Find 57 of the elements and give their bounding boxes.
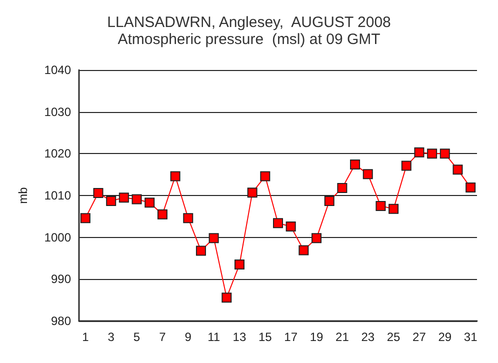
point [196,246,206,256]
point [118,192,129,203]
y-tick-label: 1010 [44,188,72,202]
x-tick-label: 29 [438,330,452,344]
point [298,245,309,256]
point [144,198,155,208]
point [157,209,168,220]
y-tick-label: 1030 [44,104,72,119]
point [401,160,412,171]
point [106,196,116,206]
y-tick-label: 980 [50,314,72,328]
point [132,194,142,204]
point [93,188,104,198]
x-tick-label: 25 [386,330,401,344]
x-tick-label: 21 [336,330,350,344]
point [222,292,232,303]
x-tick-label: 13 [232,330,246,344]
point [170,171,180,182]
point [286,221,296,232]
point [362,169,373,180]
point [208,233,219,244]
point [324,196,334,206]
chart-title: LLANSADWRN, Anglesey, AUGUST 2008 [107,14,391,31]
point [260,171,270,182]
x-tick-label: 23 [361,330,375,344]
point [247,188,258,198]
point [414,147,424,158]
x-tick-label: 1 [82,330,90,344]
point [80,213,90,224]
point [452,164,463,175]
x-tick-label: 9 [184,330,192,344]
point [337,182,348,193]
x-tick-label: 15 [258,330,272,344]
x-tick-label: 17 [284,330,298,344]
point [440,148,450,159]
y-tick-label: 1040 [44,63,72,77]
point [427,148,438,159]
x-tick-label: 7 [159,330,166,344]
point [376,200,386,211]
x-tick-label: 5 [133,330,140,344]
point [388,204,399,214]
point [466,182,476,193]
point [312,233,322,244]
y-tick-label: 990 [50,272,72,286]
x-tick-label: 31 [464,330,478,344]
y-tick-label: 1000 [44,230,72,244]
point [183,213,194,224]
x-tick-label: 3 [108,330,115,344]
x-tick-label: 27 [412,330,426,344]
point [234,260,244,270]
y-tick-label: 1020 [44,146,72,161]
y-axis-title: mb [16,186,30,204]
point [350,160,360,170]
x-tick-label: 19 [310,330,324,344]
point [273,218,283,228]
x-tick-label: 11 [208,330,220,344]
chart-subtitle: Atmospheric pressure (msl) at 09 GMT [118,31,380,48]
